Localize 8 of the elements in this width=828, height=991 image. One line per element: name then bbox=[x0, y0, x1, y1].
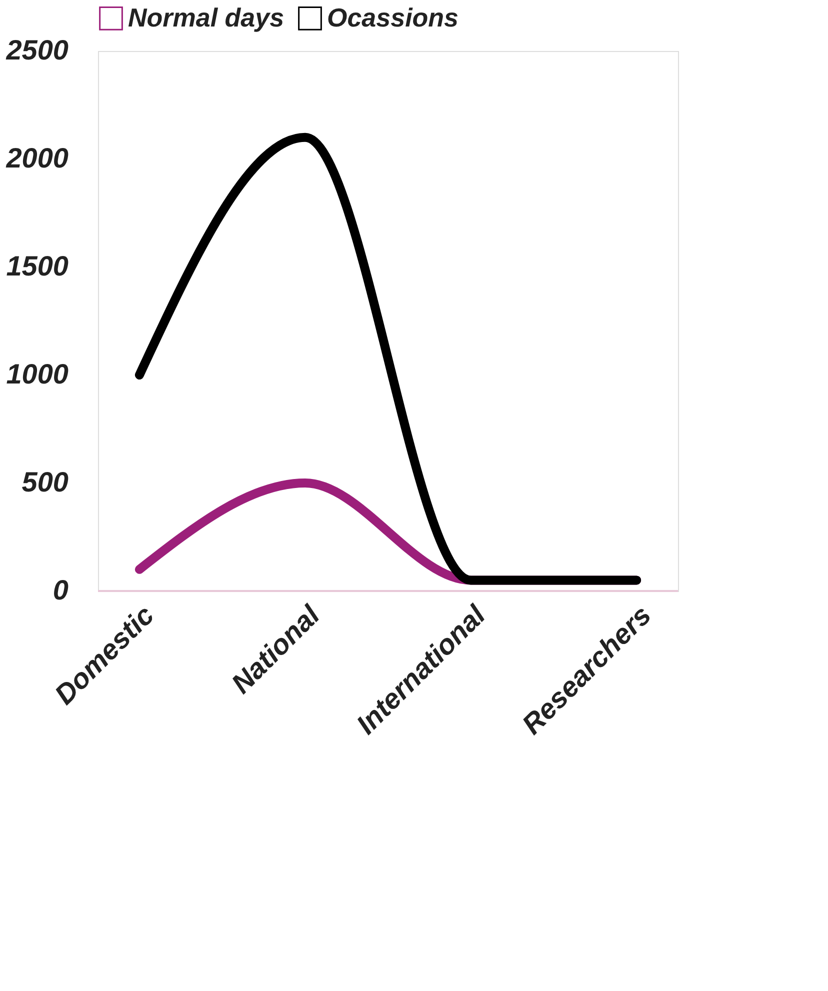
y-tick-label: 2000 bbox=[5, 142, 69, 174]
y-tick-label: 500 bbox=[22, 466, 69, 498]
y-tick-label: 1000 bbox=[6, 358, 69, 390]
y-tick-label: 2500 bbox=[5, 34, 69, 66]
y-tick-label: 1500 bbox=[6, 250, 69, 282]
legend-label: Ocassions bbox=[327, 2, 459, 32]
legend-label: Normal days bbox=[128, 2, 284, 32]
y-tick-label: 0 bbox=[52, 574, 69, 606]
